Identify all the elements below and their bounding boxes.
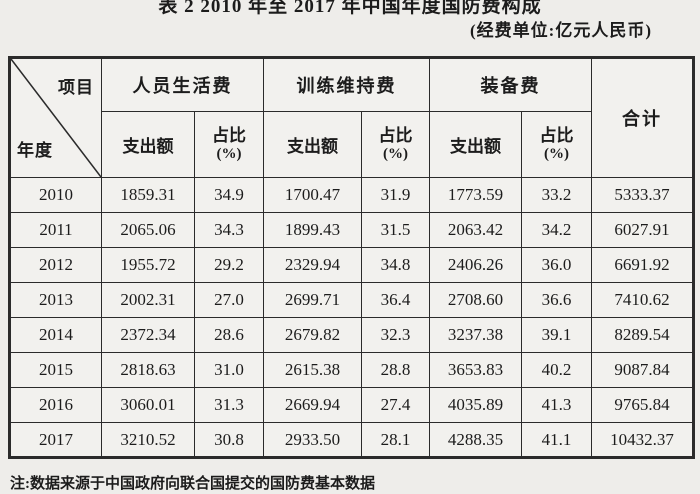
value-cell: 3653.83 [429, 352, 522, 388]
value-cell: 34.9 [194, 177, 264, 213]
value-cell: 31.3 [194, 387, 264, 423]
value-cell: 30.8 [194, 422, 264, 458]
value-cell: 32.3 [361, 317, 430, 353]
year-cell: 2013 [9, 282, 102, 318]
group-header-personnel: 人员生活费 [101, 57, 264, 112]
value-cell: 1955.72 [101, 247, 195, 283]
table-row: 2014 2372.34 28.6 2679.82 32.3 3237.38 39.1 828… [9, 317, 694, 353]
value-cell: 3237.38 [429, 317, 522, 353]
value-cell: 36.4 [361, 282, 430, 318]
diagonal-divider [11, 59, 101, 177]
year-cell: 2010 [9, 177, 102, 213]
value-cell: 2699.71 [263, 282, 362, 318]
total-header: 合计 [591, 57, 694, 178]
share-unit: (%) [216, 146, 242, 162]
value-cell: 28.6 [194, 317, 264, 353]
share-unit: (%) [544, 146, 569, 162]
share-label: 占比 [378, 126, 413, 145]
value-cell: 2818.63 [101, 352, 195, 388]
value-cell: 27.4 [361, 387, 430, 423]
value-cell: 9087.84 [591, 352, 694, 388]
value-cell: 39.1 [521, 317, 592, 353]
group-header-equipment: 装备费 [429, 57, 592, 112]
value-cell: 2002.31 [101, 282, 195, 318]
value-cell: 1773.59 [429, 177, 522, 213]
table-row: 2010 1859.31 34.9 1700.47 31.9 1773.59 33.2 533… [9, 177, 694, 213]
subheader-personnel-amount: 支出额 [101, 111, 195, 178]
share-unit: (%) [383, 146, 408, 162]
share-label: 占比 [212, 126, 246, 145]
value-cell: 28.8 [361, 352, 430, 388]
subheader-personnel-share: 占比 (%) [194, 111, 264, 178]
value-cell: 6691.92 [591, 247, 694, 283]
table-row: 2013 2002.31 27.0 2699.71 36.4 2708.60 36.6 741… [9, 282, 694, 318]
value-cell: 36.6 [521, 282, 592, 318]
year-cell: 2015 [9, 352, 102, 388]
value-cell: 2329.94 [263, 247, 362, 283]
value-cell: 41.1 [521, 422, 592, 458]
table-row: 2016 3060.01 31.3 2669.94 27.4 4035.89 41.3 976… [9, 387, 694, 423]
subheader-training-amount: 支出额 [263, 111, 362, 178]
defense-expenditure-table: 项目 年度 人员生活费 训练维持费 装备费 合计 支出额 占比 (%) 支出额 … [8, 56, 695, 459]
table-body: 2010 1859.31 34.9 1700.47 31.9 1773.59 33.2 533… [9, 177, 694, 458]
value-cell: 27.0 [194, 282, 264, 318]
value-cell: 33.2 [521, 177, 592, 213]
share-label: 占比 [539, 126, 574, 145]
value-cell: 10432.37 [591, 422, 694, 458]
year-cell: 2011 [9, 212, 102, 248]
footnote: 注:数据来源于中国政府向联合国提交的国防费基本数据 [10, 476, 375, 492]
value-cell: 2708.60 [429, 282, 522, 318]
year-cell: 2014 [9, 317, 102, 353]
value-cell: 1859.31 [101, 177, 195, 213]
value-cell: 1899.43 [263, 212, 362, 248]
subheader-training-share: 占比 (%) [361, 111, 430, 178]
value-cell: 2063.42 [429, 212, 522, 248]
value-cell: 9765.84 [591, 387, 694, 423]
page-title: 表 2 2010 年至 2017 年中国年度国防费构成 [158, 0, 542, 17]
value-cell: 7410.62 [591, 282, 694, 318]
subheader-equipment-share: 占比 (%) [521, 111, 592, 178]
value-cell: 2615.38 [263, 352, 362, 388]
value-cell: 1700.47 [263, 177, 362, 213]
value-cell: 2065.06 [101, 212, 195, 248]
value-cell: 4035.89 [429, 387, 522, 423]
corner-label-item: 项目 [58, 78, 94, 97]
value-cell: 31.9 [361, 177, 430, 213]
value-cell: 2372.34 [101, 317, 195, 353]
table-row: 2017 3210.52 30.8 2933.50 28.1 4288.35 41.1 104… [9, 422, 694, 458]
subheader-equipment-amount: 支出额 [429, 111, 522, 178]
value-cell: 29.2 [194, 247, 264, 283]
year-cell: 2012 [9, 247, 102, 283]
value-cell: 2406.26 [429, 247, 522, 283]
value-cell: 31.0 [194, 352, 264, 388]
value-cell: 4288.35 [429, 422, 522, 458]
table-row: 2015 2818.63 31.0 2615.38 28.8 3653.83 40.2 908… [9, 352, 694, 388]
unit-note: (经费单位:亿元人民币) [470, 21, 652, 40]
corner-header-cell: 项目 年度 [9, 57, 102, 178]
value-cell: 34.3 [194, 212, 264, 248]
table-row: 2012 1955.72 29.2 2329.94 34.8 2406.26 36.0 669… [9, 247, 694, 283]
year-cell: 2016 [9, 387, 102, 423]
value-cell: 3210.52 [101, 422, 195, 458]
value-cell: 5333.37 [591, 177, 694, 213]
value-cell: 40.2 [521, 352, 592, 388]
corner-label-year: 年度 [17, 141, 53, 160]
group-header-training: 训练维持费 [263, 57, 430, 112]
value-cell: 36.0 [521, 247, 592, 283]
value-cell: 28.1 [361, 422, 430, 458]
value-cell: 31.5 [361, 212, 430, 248]
value-cell: 2669.94 [263, 387, 362, 423]
table-row: 2011 2065.06 34.3 1899.43 31.5 2063.42 34.2 602… [9, 212, 694, 248]
value-cell: 41.3 [521, 387, 592, 423]
value-cell: 6027.91 [591, 212, 694, 248]
value-cell: 2679.82 [263, 317, 362, 353]
value-cell: 34.8 [361, 247, 430, 283]
value-cell: 2933.50 [263, 422, 362, 458]
value-cell: 3060.01 [101, 387, 195, 423]
value-cell: 8289.54 [591, 317, 694, 353]
value-cell: 34.2 [521, 212, 592, 248]
year-cell: 2017 [9, 422, 102, 458]
